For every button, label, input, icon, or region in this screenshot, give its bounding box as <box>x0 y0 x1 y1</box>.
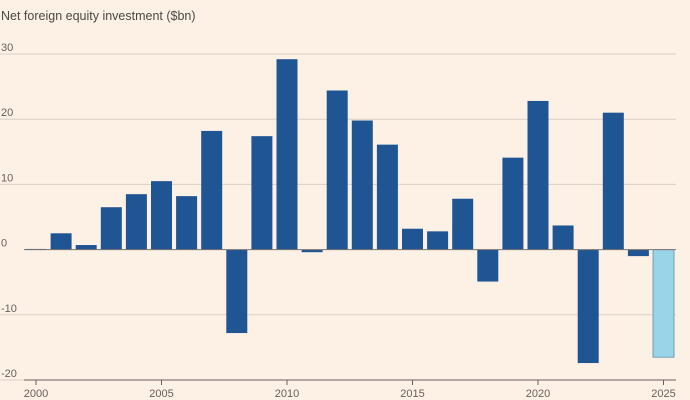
bar <box>351 120 373 250</box>
chart-title: Net foreign equity investment ($bn) <box>1 9 196 23</box>
bar <box>301 249 323 253</box>
bar <box>527 100 549 250</box>
x-tick-label: 2020 <box>526 388 550 400</box>
y-tick-label: 30 <box>1 42 13 54</box>
bar <box>226 249 248 334</box>
bar <box>100 207 122 250</box>
x-tick-label: 2010 <box>275 388 299 400</box>
bar <box>477 249 499 282</box>
bar <box>276 59 298 250</box>
bar <box>452 198 474 250</box>
x-tick-label: 2000 <box>24 388 48 400</box>
bar <box>251 136 273 250</box>
bar <box>402 228 423 250</box>
bar <box>427 231 449 250</box>
y-tick-label: 0 <box>1 238 7 250</box>
x-tick-label: 2015 <box>400 388 424 400</box>
y-tick-label: 10 <box>1 172 13 184</box>
bar <box>326 90 348 250</box>
bar <box>50 233 72 250</box>
y-tick-label: -10 <box>1 303 17 315</box>
bar <box>502 157 524 250</box>
y-tick-label: 20 <box>1 107 13 119</box>
bar <box>176 196 198 250</box>
x-tick-label: 2025 <box>651 388 675 400</box>
bar <box>552 225 574 250</box>
bar <box>652 249 675 358</box>
x-tick-label: 2005 <box>149 388 173 400</box>
bar <box>75 245 97 250</box>
bar <box>151 181 172 250</box>
bar <box>376 144 398 250</box>
bar <box>125 194 147 250</box>
bar <box>201 130 223 250</box>
bar <box>602 112 624 250</box>
y-tick-label: -20 <box>1 368 17 380</box>
bar <box>577 249 599 364</box>
bar <box>627 249 649 257</box>
